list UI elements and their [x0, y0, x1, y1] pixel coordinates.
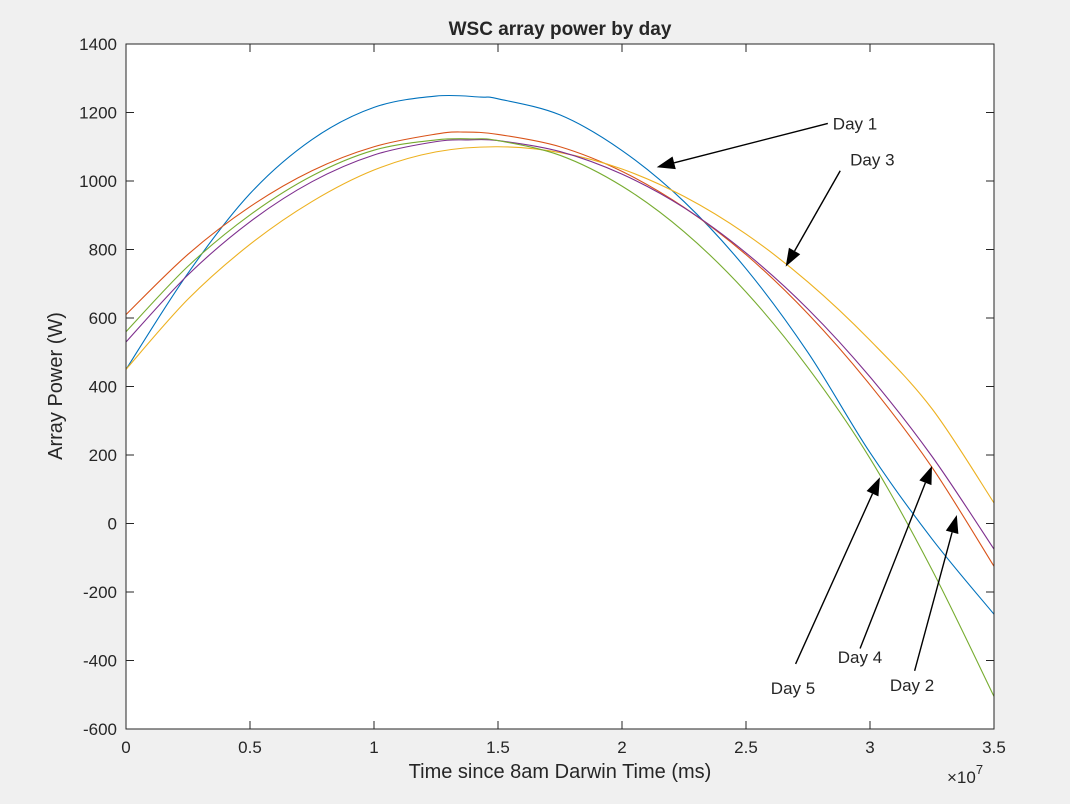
x-axis-exponent: ×107 — [947, 762, 983, 787]
x-tick-label: 0 — [121, 738, 130, 757]
annotation-arrowhead-day-2 — [945, 514, 959, 535]
x-tick-label: 3.5 — [982, 738, 1006, 757]
series-line-day-4 — [125, 138, 995, 550]
annotation-arrow-day-4 — [859, 482, 927, 649]
annotation-arrow-day-5 — [794, 493, 874, 665]
annotation-layer: Day 1 Day 3 Day 5 Day 4 Day 2 — [656, 114, 959, 698]
annotation-arrow-day-1 — [673, 122, 829, 164]
x-tick-label: 1.5 — [486, 738, 510, 757]
y-tick-label: -600 — [83, 720, 117, 739]
x-tick-label: 0.5 — [238, 738, 262, 757]
y-tick-label: 1000 — [79, 172, 117, 191]
tick-layer: 0 0.5 1 1.5 2 2.5 3 3.5 -600 -400 -200 0 200 400 600 80… — [79, 35, 1006, 757]
annotation-label-day-1: Day 1 — [833, 114, 877, 133]
annotation-arrow-day-3 — [793, 170, 841, 252]
annotation-arrowhead-day-3 — [785, 247, 801, 267]
annotation-arrowhead-day-5 — [866, 477, 880, 497]
y-tick-label: 200 — [89, 446, 117, 465]
annotation-arrowhead-day-1 — [656, 156, 676, 170]
annotation-label-day-5: Day 5 — [771, 679, 815, 698]
annotation-arrowhead-day-4 — [919, 465, 932, 486]
annotation-arrow-day-2 — [913, 532, 953, 671]
x-tick-label: 2.5 — [734, 738, 758, 757]
x-tick-label: 3 — [865, 738, 874, 757]
y-tick-label: 400 — [89, 378, 117, 397]
annotation-label-day-2: Day 2 — [890, 676, 934, 695]
x-axis-exponent-power: 7 — [976, 762, 983, 777]
y-tick-label: 0 — [108, 515, 117, 534]
y-tick-label: 1400 — [79, 35, 117, 54]
y-axis-label: Array Power (W) — [45, 312, 67, 460]
x-axis-label: Time since 8am Darwin Time (ms) — [409, 761, 712, 783]
y-tick-label: 800 — [89, 241, 117, 260]
chart-title: WSC array power by day — [449, 19, 672, 40]
series-line-day-5 — [125, 138, 995, 697]
series-line-day-2 — [125, 131, 995, 567]
plot-area — [126, 44, 994, 729]
x-axis-exponent-base: ×10 — [947, 768, 976, 787]
x-tick-label: 2 — [617, 738, 626, 757]
x-tick-label: 1 — [369, 738, 378, 757]
annotation-label-day-3: Day 3 — [850, 150, 894, 169]
y-tick-label: -200 — [83, 583, 117, 602]
y-tick-label: 600 — [89, 309, 117, 328]
series-layer — [125, 94, 995, 697]
y-tick-label: -400 — [83, 652, 117, 671]
series-line-day-1 — [125, 94, 995, 615]
y-tick-label: 1200 — [79, 104, 117, 123]
annotation-label-day-4: Day 4 — [838, 648, 882, 667]
